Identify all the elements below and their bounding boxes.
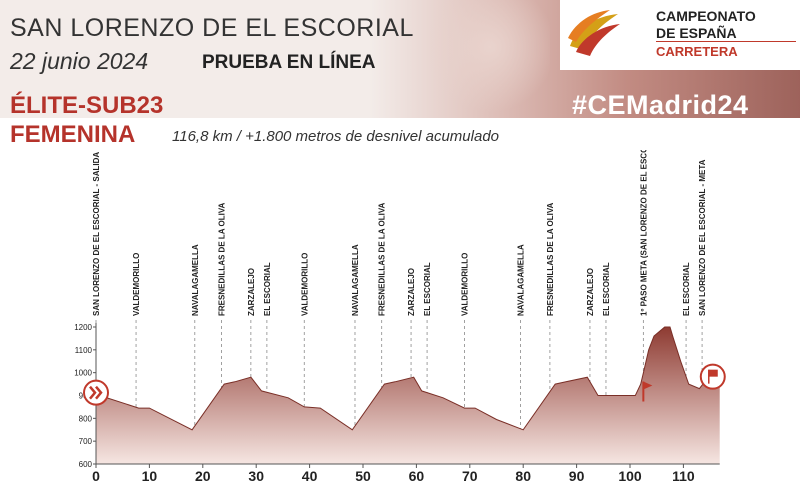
waypoint-label: NAVALAGAMELLA <box>517 244 526 316</box>
logo-line-3: CARRETERA <box>656 44 738 59</box>
logo-line-1: CAMPEONATO <box>656 8 756 24</box>
race-type: PRUEBA EN LÍNEA <box>202 52 376 73</box>
waypoint-label: EL ESCORIAL <box>423 262 432 316</box>
waypoint-label: SAN LORENZO DE EL ESCORIAL - SALIDA <box>92 152 101 316</box>
elevation-profile-line <box>95 326 720 431</box>
x-tick-label: 70 <box>462 468 478 484</box>
waypoint-label: EL ESCORIAL <box>682 262 691 316</box>
waypoint-label: VALDEMORILLO <box>460 253 469 316</box>
x-tick-label: 20 <box>195 468 211 484</box>
header-photo-fade <box>430 0 550 118</box>
x-tick-label: 60 <box>409 468 425 484</box>
logo-line-2: DE ESPAÑA <box>656 25 737 41</box>
y-tick-label: 1000 <box>74 369 92 378</box>
race-date: 22 junio 2024 <box>10 48 149 74</box>
cyclist-logo-icon <box>568 10 620 56</box>
first-pass-flag-icon <box>643 381 653 390</box>
x-tick-label: 50 <box>355 468 371 484</box>
category-line-1: ÉLITE-SUB23 <box>10 92 164 118</box>
waypoint-label: NAVALAGAMELLA <box>191 244 200 316</box>
y-tick-label: 1200 <box>74 323 92 332</box>
waypoint-label: EL ESCORIAL <box>602 262 611 316</box>
x-tick-label: 90 <box>569 468 585 484</box>
finish-checkered-flag-icon <box>708 369 718 377</box>
waypoint-label: 1º PASO META (SAN LORENZO DE EL ESCORIAL… <box>639 150 648 316</box>
waypoint-label: ZARZALEJO <box>407 268 416 316</box>
waypoint-label: FRESNEDILLAS DE LA OLIVA <box>217 202 226 316</box>
category-line-2: FEMENINA <box>10 121 136 148</box>
race-city: SAN LORENZO DE EL ESCORIAL <box>10 14 414 42</box>
waypoint-label: SAN LORENZO DE EL ESCORIAL - META <box>698 159 707 316</box>
x-tick-label: 30 <box>248 468 264 484</box>
finish-marker-icon <box>699 363 726 390</box>
x-tick-label: 40 <box>302 468 318 484</box>
y-tick-label: 700 <box>79 437 93 446</box>
waypoint-label: NAVALAGAMELLA <box>351 244 360 316</box>
waypoint-label: ZARZALEJO <box>247 268 256 316</box>
y-tick-label: 600 <box>79 460 93 469</box>
x-tick-label: 10 <box>142 468 158 484</box>
waypoint-label: VALDEMORILLO <box>132 253 141 316</box>
waypoint-label: EL ESCORIAL <box>263 262 272 316</box>
logo-divider <box>656 41 796 42</box>
waypoint-label: ZARZALEJO <box>586 268 595 316</box>
x-tick-label: 80 <box>515 468 531 484</box>
elevation-profile-chart: SAN LORENZO DE EL ESCORIAL - SALIDA VALDE… <box>74 150 726 484</box>
x-tick-label: 110 <box>672 468 695 484</box>
race-stats: 116,8 km / +1.800 metros de desnivel acu… <box>172 128 499 145</box>
event-hashtag: #CEMadrid24 <box>572 90 749 118</box>
x-tick-label: 100 <box>618 468 642 484</box>
championship-logo: CAMPEONATO DE ESPAÑA CARRETERA <box>560 0 800 70</box>
x-tick-label: 0 <box>92 468 100 484</box>
y-tick-label: 800 <box>79 414 93 423</box>
waypoint-label: FRESNEDILLAS DE LA OLIVA <box>546 202 555 316</box>
waypoint-label: FRESNEDILLAS DE LA OLIVA <box>378 202 387 316</box>
waypoint-label: VALDEMORILLO <box>300 253 309 316</box>
elevation-profile-area <box>96 327 720 464</box>
start-arrows-icon <box>89 385 103 400</box>
y-tick-label: 1100 <box>75 346 93 355</box>
header-banner: SAN LORENZO DE EL ESCORIAL 22 junio 2024… <box>0 0 800 118</box>
